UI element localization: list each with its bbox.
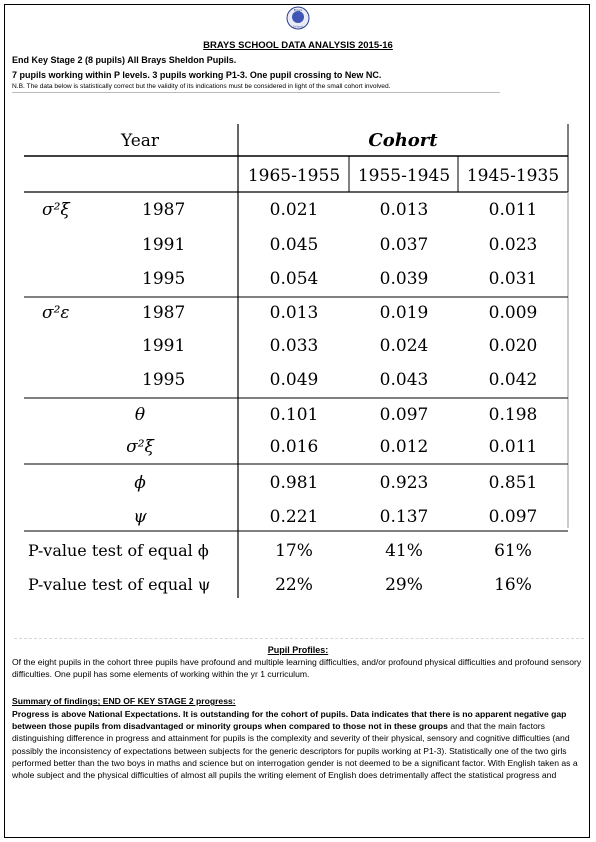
year-cell: 1995 [142,370,185,390]
value-cell: 0.011 [489,437,538,457]
header-line-1: End Key Stage 2 (8 pupils) All Brays She… [12,55,237,65]
page-border [4,4,590,838]
param-sigma-xi: σ²ξ [126,437,155,457]
pvalue-cell: 61% [494,541,532,561]
pvalue-cell: 17% [275,541,313,561]
value-cell: 0.033 [270,336,319,356]
school-logo: Brays School [286,6,310,30]
param-psi: ψ [133,507,147,527]
value-cell: 0.013 [270,303,319,323]
year-cell: 1991 [142,336,185,356]
value-cell: 0.097 [489,507,538,527]
group-symbol-sigma-xi: σ²ξ [42,200,71,220]
value-cell: 0.049 [270,370,319,390]
value-cell: 0.012 [380,437,429,457]
pvalue-cell: 16% [494,575,532,595]
value-cell: 0.019 [380,303,429,323]
value-cell: 0.043 [380,370,429,390]
year-header: Year [120,131,160,151]
value-cell: 0.198 [489,405,538,425]
logo-text-top: Brays [294,8,303,12]
value-cell: 0.023 [489,235,538,255]
value-cell: 0.021 [270,200,319,220]
value-cell: 0.923 [380,473,429,493]
group-symbol-sigma-epsilon: σ²ε [42,303,70,323]
value-cell: 0.024 [380,336,429,356]
column-header: 1955-1945 [358,166,450,186]
value-cell: 0.137 [380,507,429,527]
pvalue-cell: 41% [385,541,423,561]
value-cell: 0.039 [380,269,429,289]
value-cell: 0.097 [380,405,429,425]
note-underline [12,92,500,93]
value-cell: 0.851 [489,473,538,493]
pupil-profiles-text: Of the eight pupils in the cohort three … [12,657,582,680]
summary-bold-text: Progress is above National Expectations.… [12,709,567,732]
value-cell: 0.009 [489,303,538,323]
column-header: 1945-1935 [467,166,559,186]
param-phi: ϕ [134,473,146,493]
logo-text-bottom: School [293,25,303,29]
pvalue-label-psi: P-value test of equal ψ [28,575,210,594]
value-cell: 0.981 [270,473,319,493]
pupil-profiles-heading: Pupil Profiles: [267,645,329,655]
summary-paragraph: Progress is above National Expectations.… [12,708,584,781]
section-divider [14,638,584,639]
value-cell: 0.011 [489,200,538,220]
value-cell: 0.045 [270,235,319,255]
pvalue-label-phi: P-value test of equal ϕ [28,541,209,560]
value-cell: 0.101 [270,405,319,425]
value-cell: 0.042 [489,370,538,390]
header-line-2: 7 pupils working within P levels. 3 pupi… [12,70,382,80]
value-cell: 0.031 [489,269,538,289]
value-cell: 0.013 [380,200,429,220]
cohort-header: Cohort [368,130,438,151]
value-cell: 0.037 [380,235,429,255]
value-cell: 0.016 [270,437,319,457]
year-cell: 1991 [142,235,185,255]
column-header: 1965-1955 [248,166,340,186]
summary-heading: Summary of findings; END OF KEY STAGE 2 … [12,696,236,706]
pvalue-cell: 22% [275,575,313,595]
value-cell: 0.221 [270,507,319,527]
value-cell: 0.054 [270,269,319,289]
pvalue-cell: 29% [385,575,423,595]
summary-body-text: and that the main factors distinguishing… [12,721,578,781]
year-cell: 1995 [142,269,185,289]
cohort-table: Year Cohort 1965-1955 1955-1945 1945-193… [24,124,569,598]
data-note: N.B. The data below is statistically cor… [12,83,391,90]
value-cell: 0.020 [489,336,538,356]
year-cell: 1987 [142,303,185,323]
param-theta: θ [135,405,145,425]
document-title: BRAYS SCHOOL DATA ANALYSIS 2015-16 [203,40,393,51]
year-cell: 1987 [142,200,185,220]
